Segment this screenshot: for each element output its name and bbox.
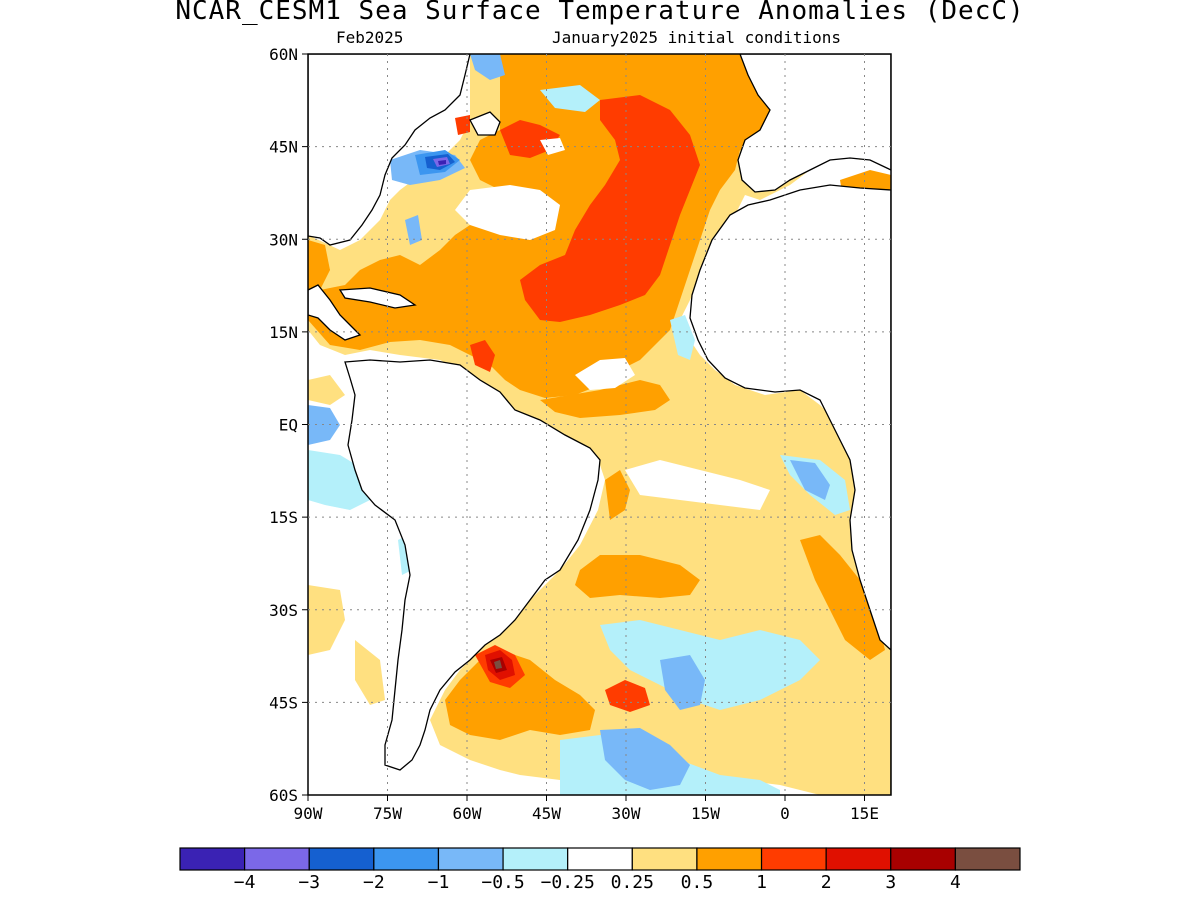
colorbar-swatch [825,847,892,871]
anomaly-region [470,340,495,372]
initial-conditions-label: January2025 initial conditions [552,28,841,47]
map-title: NCAR_CESM1 Sea Surface Temperature Anoma… [175,0,1025,26]
anomaly-region [540,85,600,112]
anomaly-region [308,375,345,405]
anomaly-region [600,620,820,710]
lon-tick-label: 15E [850,804,879,823]
colorbar-label: −4 [233,872,256,893]
anomaly-region [800,535,885,660]
colorbar-swatch [890,847,956,871]
cuba-land [338,287,417,309]
anomaly-region [605,680,650,712]
anomaly-region [575,555,700,598]
south-america-land [344,359,601,771]
lat-tick-label: 45N [269,138,298,157]
lat-tick-label: 60S [269,786,298,805]
anomaly-region [455,115,470,135]
lon-tick-label: 90W [294,804,323,823]
lat-tick-label: 15S [269,508,298,527]
lat-tick-label: 15N [269,323,298,342]
lat-tick-label: 30S [269,601,298,620]
lat-tick-label: 30N [269,230,298,249]
colorbar-label: 0.5 [680,872,714,893]
colorbar-swatch [954,847,1021,871]
anomaly-region [790,460,830,500]
colorbar-swatch [502,847,569,871]
anomaly-region [355,640,385,705]
colorbar-swatch [696,847,763,871]
lon-tick-label: 30W [612,804,641,823]
colorbar-label: 0.25 [610,872,654,893]
colorbar-label: −2 [363,872,385,893]
land-masses [308,54,891,795]
colorbar-label: 1 [756,872,767,893]
colorbar-label: −3 [298,872,321,893]
graticule [308,54,891,795]
africa-land [689,184,891,795]
lon-tick-label: 45W [532,804,561,823]
colorbar-label: 3 [885,872,897,893]
colorbar-swatch [244,847,310,871]
anomaly-region [308,585,345,655]
anomaly-region [605,470,630,520]
lon-tick-label: 60W [453,804,482,823]
anomaly-region [540,380,670,418]
colorbar-label: −0.25 [540,872,595,893]
anomaly-region [670,315,695,360]
lat-tick-label: 45S [269,693,298,712]
forecast-month-label: Feb2025 [336,28,404,47]
colorbar-label: −1 [427,872,450,893]
anomaly-region [308,240,330,285]
lat-tick-label: EQ [279,416,298,435]
colorbar-swatch [567,847,633,871]
colorbar-label: −0.5 [481,872,525,893]
colorbar [179,847,1021,871]
newfoundland-land [469,111,501,136]
lon-tick-label: 15W [691,804,720,823]
anomaly-region [575,358,635,390]
anomaly-region [520,95,700,322]
colorbar-swatch [760,847,827,871]
colorbar-label: 4 [949,872,961,893]
anomaly-region [455,185,560,240]
colorbar-swatch [437,847,504,871]
anomaly-region [445,650,595,740]
lon-tick-label: 0 [780,804,790,823]
anomaly-region [438,160,446,165]
north-america-land [308,54,471,246]
anomaly-region [494,660,502,669]
anomaly-region [625,460,770,510]
colorbar-swatch [179,847,246,871]
lon-tick-label: 75W [373,804,402,823]
colorbar-swatch [308,847,375,871]
colorbar-swatch [373,847,440,871]
lat-tick-label: 60N [269,45,298,64]
central-america-land [308,284,362,341]
anomaly-region [540,138,565,155]
anomaly-region [405,215,422,245]
anomaly-region [660,655,705,710]
anomaly-region [600,728,690,790]
colorbar-swatch [631,847,698,871]
anomaly-region [470,54,505,80]
colorbar-label: 2 [820,872,832,893]
europe-land [737,54,891,193]
